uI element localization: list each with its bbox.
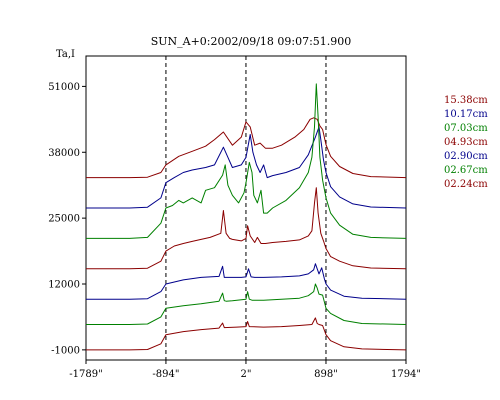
legend-entry-1: 10.17cm [444, 109, 488, 120]
series-line-4 [86, 263, 407, 300]
legend-entry-2: 07.03cm [444, 123, 488, 134]
y-tick-label-2: 25000 [48, 214, 80, 225]
legend-entry-6: 02.24cm [444, 179, 488, 190]
legend-entry-3: 04.93cm [444, 137, 488, 148]
series-lines [86, 83, 407, 351]
y-tick-label-1: 38000 [48, 148, 80, 159]
legend-entry-0: 15.38cm [444, 95, 488, 106]
x-axis-ticks: -1789" -894" 2" 898" 1794" [69, 360, 421, 380]
legend-entry-5: 02.67cm [444, 165, 488, 176]
y-axis-ticks: 51000 38000 25000 12000 -1000 [48, 82, 86, 356]
chart-title: SUN_A+0:2002/09/18 09:07:51.900 [151, 35, 352, 48]
series-line-1 [86, 126, 407, 209]
y-tick-label-0: 51000 [48, 82, 80, 93]
legend-entry-4: 02.90cm [444, 151, 488, 162]
dashed-reference-lines [165, 56, 327, 360]
series-line-5 [86, 283, 407, 325]
x-tick-label-2: 2" [240, 369, 251, 380]
y-axis-label: Ta,I [56, 49, 75, 60]
x-tick-label-4: 1794" [391, 369, 421, 380]
y-tick-label-4: -1000 [51, 345, 80, 356]
x-tick-label-3: 898" [314, 369, 338, 380]
series-line-2 [86, 83, 407, 239]
legend: 15.38cm 10.17cm 07.03cm 04.93cm 02.90cm 02.67… [444, 95, 488, 190]
series-line-0 [86, 117, 407, 179]
y-tick-label-3: 12000 [48, 280, 80, 291]
series-line-3 [86, 187, 407, 270]
series-line-6 [86, 317, 407, 351]
x-tick-label-0: -1789" [69, 369, 102, 380]
x-tick-label-1: -894" [152, 369, 179, 380]
